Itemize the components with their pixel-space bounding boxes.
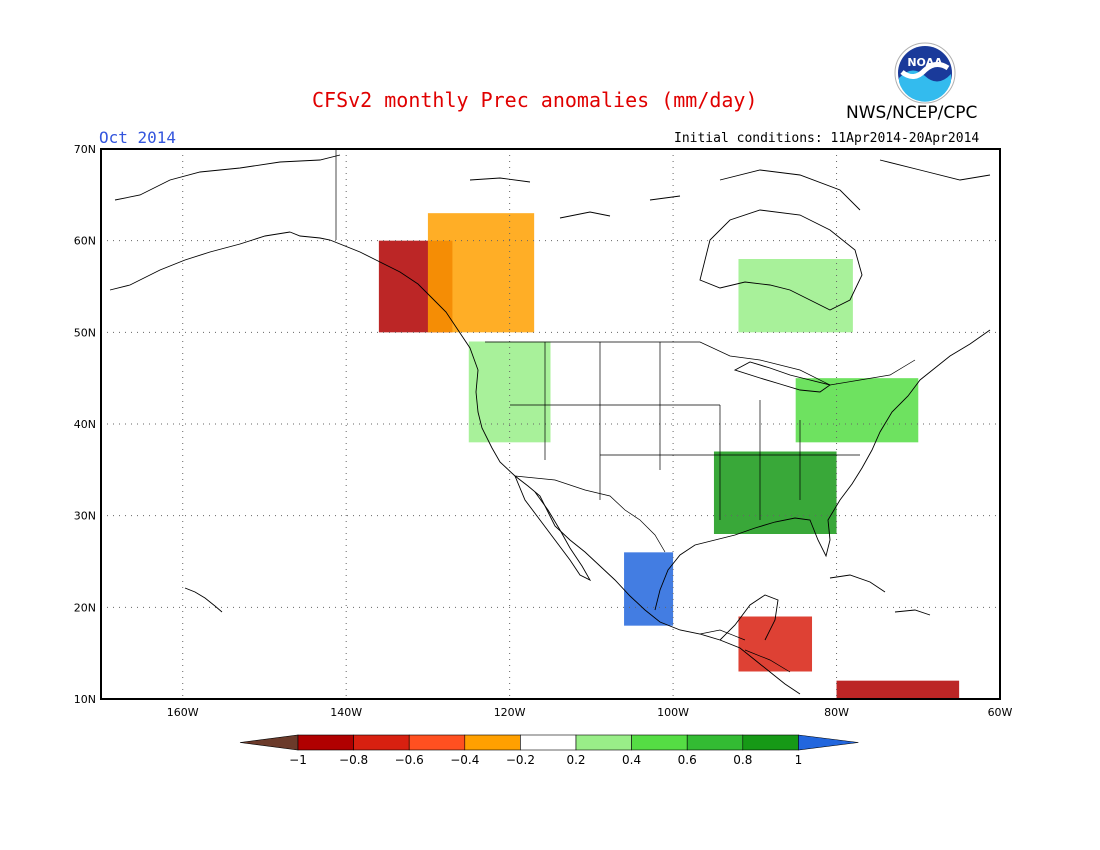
anomaly-region-4 xyxy=(795,378,919,443)
chart-title: CFSv2 monthly Prec anomalies (mm/day) xyxy=(312,88,758,112)
us-canada-border xyxy=(485,341,916,386)
colorbar-tick-label: 0.2 xyxy=(566,753,585,767)
alaska-north xyxy=(114,154,341,201)
lat-label: 10N xyxy=(74,693,96,706)
colorbar-bin xyxy=(575,734,632,751)
political-borders xyxy=(335,150,916,673)
lat-label: 40N xyxy=(74,418,96,431)
yucatan xyxy=(719,594,779,641)
colorbar-bin xyxy=(464,734,521,751)
noaa-logo-icon: NOAA xyxy=(894,42,956,104)
lon-label: 100W xyxy=(657,706,689,719)
lon-label: 60W xyxy=(988,706,1013,719)
anomaly-region-7 xyxy=(836,680,960,699)
lat-label: 70N xyxy=(74,143,96,156)
alaska xyxy=(109,231,291,291)
baja-california xyxy=(514,475,592,582)
colorbar-tick-label: 0.6 xyxy=(678,753,697,767)
colorbar-bin xyxy=(686,734,744,751)
colorbar-tick-label: −0.8 xyxy=(339,753,368,767)
gulf-coast xyxy=(654,329,991,611)
lat-label: 30N xyxy=(74,510,96,523)
lon-label: 160W xyxy=(167,706,199,719)
anomaly-region-5 xyxy=(624,552,674,626)
colorbar-tick-label: 0.8 xyxy=(733,753,752,767)
lon-label: 120W xyxy=(494,706,526,719)
colorbar-bin xyxy=(353,734,410,751)
initial-conditions: Initial conditions: 11Apr2014-20Apr2014 xyxy=(674,131,980,146)
anomaly-region-1 xyxy=(427,213,535,333)
anomaly-region-3 xyxy=(713,451,837,534)
arctic-islands xyxy=(469,159,991,219)
map-frame: 70N 60N 50N 40N 30N 20N 10N 160W 140W 120W 100W 80… xyxy=(74,143,1013,719)
colorbar-tick-label: −0.6 xyxy=(395,753,424,767)
anomaly-region-8 xyxy=(738,259,853,333)
colorbar-tick-label: −0.2 xyxy=(506,753,535,767)
colorbar: −1 −0.8 −0.6 −0.4 −0.2 0.2 0.4 0.6 0.8 1 xyxy=(239,734,859,767)
agency-label: NWS/NCEP/CPC xyxy=(846,103,978,123)
forecast-month: Oct 2014 xyxy=(99,128,177,147)
us-state-lines xyxy=(510,342,860,520)
anomaly-region-2 xyxy=(468,341,551,443)
hispaniola xyxy=(894,609,931,616)
lat-label: 50N xyxy=(74,326,96,339)
colorbar-tick-label: −1 xyxy=(289,753,307,767)
hawaii xyxy=(184,587,223,613)
lat-label: 20N xyxy=(74,601,96,614)
lat-label: 60N xyxy=(74,235,96,248)
colorbar-bin xyxy=(742,734,799,751)
anomaly-fill-layer xyxy=(378,213,960,699)
us-mexico-border xyxy=(514,475,666,553)
colorbar-upper-extend xyxy=(798,734,859,751)
cuba xyxy=(829,574,886,593)
colorbar-tick-label: −0.4 xyxy=(450,753,479,767)
longitude-labels: 160W 140W 120W 100W 80W 60W xyxy=(167,706,1013,719)
latitude-labels: 70N 60N 50N 40N 30N 20N 10N xyxy=(74,143,96,706)
colorbar-bin xyxy=(408,734,466,751)
mexico-central-america xyxy=(699,629,791,673)
colorbar-bin xyxy=(297,734,354,751)
colorbar-bin xyxy=(520,734,577,751)
colorbar-bin xyxy=(631,734,688,751)
anomaly-region-6 xyxy=(738,616,813,672)
lon-label: 80W xyxy=(824,706,849,719)
lon-label: 140W xyxy=(330,706,362,719)
colorbar-lower-extend xyxy=(239,734,299,751)
colorbar-tick-label: 1 xyxy=(795,753,803,767)
hudson-bay xyxy=(699,209,863,311)
svg-text:NOAA: NOAA xyxy=(907,56,943,69)
colorbar-tick-label: 0.4 xyxy=(622,753,641,767)
